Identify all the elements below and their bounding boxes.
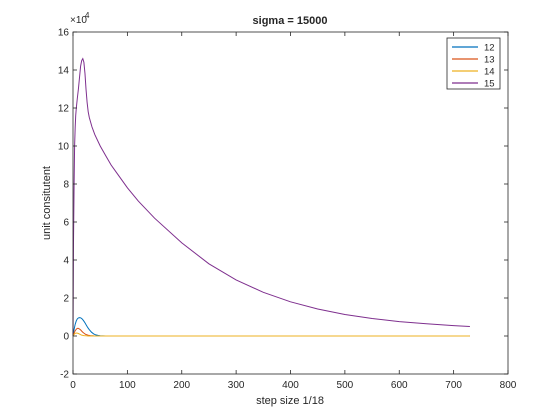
legend-label-13: 13 bbox=[484, 55, 495, 66]
series-layer bbox=[72, 57, 470, 337]
x-tick-label: 500 bbox=[337, 380, 354, 391]
x-tick-label: 700 bbox=[445, 380, 462, 391]
chart-title: sigma = 15000 bbox=[253, 15, 328, 27]
y-exponent-power: 4 bbox=[85, 11, 90, 20]
y-tick-label: 16 bbox=[58, 28, 70, 39]
y-exponent-base: ×10 bbox=[70, 15, 87, 26]
legend-label-14: 14 bbox=[484, 67, 495, 78]
x-tick-label: 800 bbox=[500, 380, 517, 391]
y-tick-label: 10 bbox=[58, 142, 70, 153]
y-tick-label: 8 bbox=[63, 180, 69, 191]
x-tick-label: 300 bbox=[228, 380, 245, 391]
series-line-15 bbox=[72, 57, 470, 337]
x-axis-label: step size 1/18 bbox=[256, 395, 324, 407]
x-tick-label: 100 bbox=[119, 380, 136, 391]
series-line-14 bbox=[72, 332, 470, 337]
y-tick-label: 6 bbox=[63, 218, 69, 229]
y-tick-label: 0 bbox=[63, 332, 69, 343]
legend-label-12: 12 bbox=[484, 43, 495, 54]
y-axis-label: unit consitutent bbox=[41, 166, 53, 240]
x-tick-label: 400 bbox=[282, 380, 299, 391]
x-tick-label: 200 bbox=[173, 380, 190, 391]
legend-label-15: 15 bbox=[484, 79, 495, 90]
y-tick-label: 2 bbox=[63, 294, 69, 305]
plot-area bbox=[73, 32, 508, 374]
y-tick-label: 14 bbox=[58, 66, 70, 77]
y-tick-label: 4 bbox=[63, 256, 69, 267]
y-tick-label: -2 bbox=[60, 370, 69, 381]
y-tick-label: 12 bbox=[58, 104, 70, 115]
x-tick-label: 0 bbox=[70, 380, 76, 391]
x-ticks: 0 100 200 300 400 500 600 700 800 bbox=[70, 32, 517, 391]
x-tick-label: 600 bbox=[391, 380, 408, 391]
y-ticks: -2 0 2 4 6 8 10 12 14 16 bbox=[58, 28, 508, 381]
